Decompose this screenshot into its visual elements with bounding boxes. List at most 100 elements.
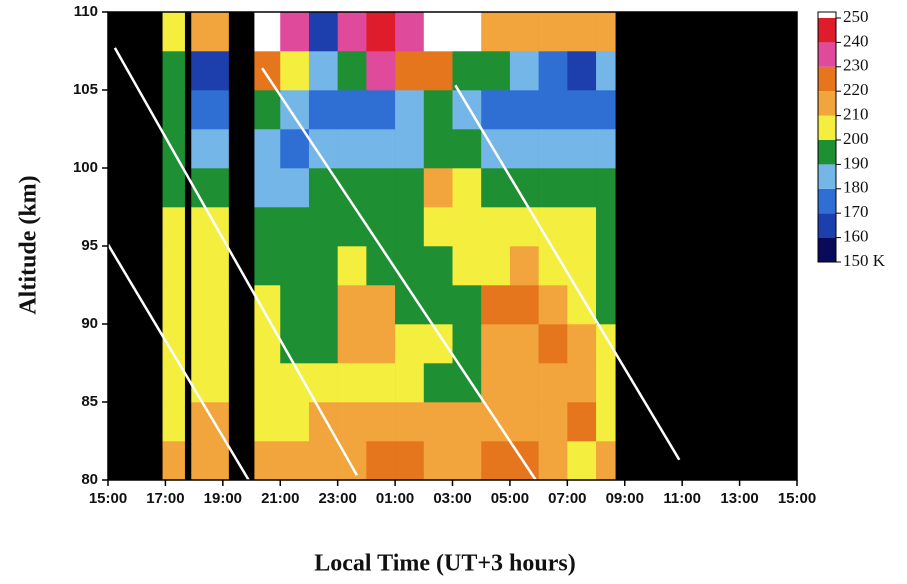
heat-cell [191,363,229,403]
colorbar-segment [818,66,836,92]
colorbar-segment [818,237,836,262]
x-axis-title: Local Time (UT+3 hours) [314,551,575,577]
colorbar-tick-label: 250 [843,7,869,26]
heat-cell [509,90,539,130]
y-tick-label: 105 [73,81,98,98]
heat-cell [509,129,539,169]
heat-cell [452,51,482,91]
heat-cell [567,129,597,169]
phase-line [106,243,250,481]
heat-cell [509,207,539,247]
colorbar-tick-label: 160 [843,227,869,246]
x-tick-label: 15:00 [89,490,127,507]
heat-cell [509,402,539,442]
heat-cell [308,12,338,52]
heat-cell [254,363,281,403]
colorbar-segment [818,91,836,116]
heat-cell [596,51,616,91]
heat-cell [191,246,229,286]
heat-cell [162,324,185,364]
heat-cell [308,207,338,247]
heat-cell [596,12,616,52]
heat-cell [308,90,338,130]
heat-cell [452,402,482,442]
heat-cell [308,285,338,325]
x-tick-label: 19:00 [204,490,242,507]
heat-cell [395,207,425,247]
colorbar-tick-label: 240 [843,31,869,50]
heat-cell [254,207,281,247]
heat-cell [366,90,396,130]
heat-cell [280,207,310,247]
heat-cell [538,363,568,403]
heat-cell [481,207,511,247]
colorbar-over [818,12,836,18]
colorbar-tick-label: 180 [843,178,869,197]
heat-cell [337,12,367,52]
heat-cell [395,246,425,286]
heat-cell [337,324,367,364]
heat-cell [254,51,281,91]
heat-cell [481,441,511,481]
heat-cell [366,207,396,247]
heat-cell [481,168,511,208]
heat-cell [191,168,229,208]
heat-cell [162,12,185,52]
heat-cell [395,51,425,91]
heat-cell [423,12,453,52]
heat-cell [337,207,367,247]
heat-cell [509,12,539,52]
heat-cell [395,402,425,442]
y-tick-label: 85 [81,393,98,410]
heat-cell [366,324,396,364]
heat-cell [452,246,482,286]
y-tick-label: 80 [81,471,98,488]
heat-cell [452,285,482,325]
heat-cell [254,246,281,286]
heat-cell [509,51,539,91]
x-tick-label: 21:00 [261,490,299,507]
heat-cell [191,12,229,52]
heat-cell [280,441,310,481]
heat-cell [452,441,482,481]
heat-cell [395,129,425,169]
y-tick-label: 90 [81,315,98,332]
heat-cell [538,285,568,325]
heat-cell [280,90,310,130]
heat-cell [423,90,453,130]
heat-cell [423,246,453,286]
heat-cell [538,129,568,169]
x-tick-label: 15:00 [778,490,816,507]
heat-cell [538,441,568,481]
heat-cell [481,51,511,91]
heat-cell [366,402,396,442]
heat-cell [423,129,453,169]
x-tick-label: 05:00 [491,490,529,507]
heat-cell [538,51,568,91]
heat-cell [423,51,453,91]
heat-cell [254,129,281,169]
colorbar-segment [818,42,836,67]
heat-cell [162,402,185,442]
heat-cell [423,168,453,208]
heat-cell [567,90,597,130]
heat-cell [452,363,482,403]
heat-cell [538,402,568,442]
heat-cell [280,246,310,286]
heat-cell [337,90,367,130]
colorbar-tick-label: 230 [843,56,869,75]
heat-cell [366,51,396,91]
phase-line [113,47,358,476]
heat-cell [423,324,453,364]
x-tick-label: 09:00 [606,490,644,507]
heat-cell [538,12,568,52]
heat-cell [481,246,511,286]
heat-cell [366,285,396,325]
heat-cell [538,90,568,130]
heat-cell [337,363,367,403]
heat-cell [280,12,310,52]
y-axis-title: Altitude (km) [16,175,42,314]
heat-cell [254,324,281,364]
colorbar-segment [818,18,836,43]
